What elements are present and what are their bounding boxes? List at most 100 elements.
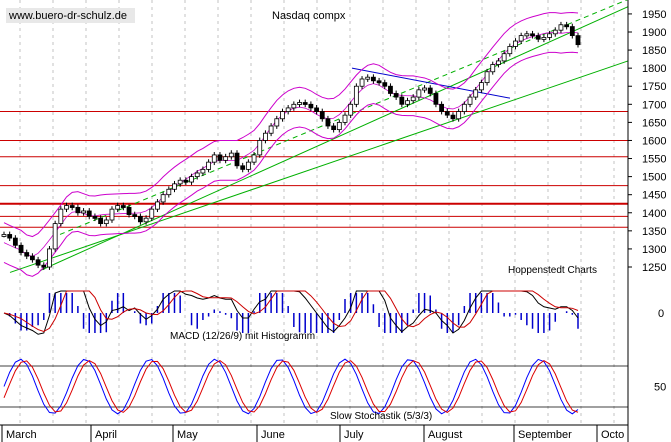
candle-body xyxy=(240,165,246,170)
candle-body xyxy=(359,78,365,87)
price-tick-label: 1900 xyxy=(642,27,666,39)
bollinger-bands xyxy=(3,11,579,277)
month-label: Octo xyxy=(601,429,624,441)
price-tick-label: 1750 xyxy=(642,81,666,93)
candle-body xyxy=(501,53,507,62)
price-tick-label: 1500 xyxy=(642,172,666,184)
price-tick-label: 1600 xyxy=(642,135,666,147)
price-tick-label: 1950 xyxy=(642,9,666,21)
month-label: June xyxy=(261,429,285,441)
month-label: August xyxy=(428,429,462,441)
month-label: July xyxy=(344,429,364,441)
downtrend-line xyxy=(351,67,511,99)
candle-body xyxy=(564,24,570,28)
candle-body xyxy=(12,237,18,246)
chart-title: Nasdaq compx xyxy=(272,10,346,22)
candle-body xyxy=(194,172,200,178)
candle-body xyxy=(69,205,75,208)
candle-body xyxy=(115,205,121,210)
bollinger-upper xyxy=(3,11,579,238)
candle-body xyxy=(416,89,422,98)
candle-body xyxy=(331,125,337,131)
candle-body xyxy=(507,46,513,55)
stochastic-k-line xyxy=(3,358,579,415)
candle-body xyxy=(47,248,52,268)
candle-body xyxy=(575,35,581,46)
candle-body xyxy=(405,100,410,105)
candle-body xyxy=(58,208,64,225)
candle-body xyxy=(64,205,69,210)
candle-body xyxy=(132,214,138,217)
candle-body xyxy=(484,71,490,84)
candle-body xyxy=(120,205,126,208)
candle-body xyxy=(410,96,416,102)
candle-body xyxy=(143,217,149,223)
candle-body xyxy=(547,33,552,38)
candle-body xyxy=(35,259,41,266)
candle-body xyxy=(382,82,388,87)
candles xyxy=(1,21,581,270)
candle-body xyxy=(342,114,348,123)
candle-body xyxy=(336,121,342,131)
candle-body xyxy=(166,188,172,196)
candle-body xyxy=(376,80,382,84)
candle-body xyxy=(353,85,359,105)
candle-body xyxy=(86,210,92,217)
stochastic-tick: 50 xyxy=(654,382,666,394)
price-tick-label: 1400 xyxy=(642,208,666,220)
candle-body xyxy=(245,161,251,170)
candle-body xyxy=(302,102,308,105)
watermark: www.buero-dr-schulz.de xyxy=(8,10,127,22)
candle-body xyxy=(41,264,47,268)
candle-body xyxy=(524,33,530,37)
candle-body xyxy=(257,140,263,156)
candle-body xyxy=(569,26,575,37)
candle-body xyxy=(518,35,524,42)
lower-trend-line xyxy=(9,60,629,273)
candle-body xyxy=(388,85,393,94)
candle-body xyxy=(319,111,325,120)
candle-body xyxy=(137,215,143,223)
candle-body xyxy=(478,82,484,91)
candle-body xyxy=(450,114,456,120)
candle-body xyxy=(535,35,541,40)
candle-body xyxy=(496,60,501,65)
candle-body xyxy=(251,154,257,163)
price-tick-label: 1650 xyxy=(642,117,666,129)
candle-body xyxy=(211,154,217,163)
price-tick-label: 1300 xyxy=(642,244,666,256)
candle-body xyxy=(399,96,405,105)
candle-body xyxy=(263,132,268,141)
candle-body xyxy=(268,125,274,134)
candle-body xyxy=(530,33,535,37)
candle-body xyxy=(234,152,240,167)
middle-trend-line xyxy=(39,6,629,272)
candle-body xyxy=(18,244,24,253)
candle-body xyxy=(365,76,371,80)
candle-body xyxy=(109,208,115,221)
candle-body xyxy=(52,223,58,250)
candle-body xyxy=(393,93,399,98)
candle-body xyxy=(92,215,98,219)
candle-body xyxy=(280,111,285,120)
candle-body xyxy=(325,118,331,127)
candle-body xyxy=(183,179,189,183)
stochastic-d-line xyxy=(3,359,579,414)
macd-panel xyxy=(3,290,579,335)
candle-body xyxy=(75,206,81,214)
candle-body xyxy=(206,161,211,170)
candle-body xyxy=(149,208,155,219)
candle-body xyxy=(433,93,439,105)
candle-body xyxy=(217,154,223,161)
candle-body xyxy=(513,40,518,47)
candle-body xyxy=(371,76,376,82)
candle-body xyxy=(422,87,427,91)
candle-body xyxy=(348,103,354,116)
stochastic-label: Slow Stochastik (5/3/3) xyxy=(330,411,432,422)
candle-body xyxy=(461,103,467,112)
candle-body xyxy=(427,87,433,94)
candle-body xyxy=(7,234,13,239)
bollinger-lower xyxy=(3,51,579,277)
candle-body xyxy=(552,29,558,35)
